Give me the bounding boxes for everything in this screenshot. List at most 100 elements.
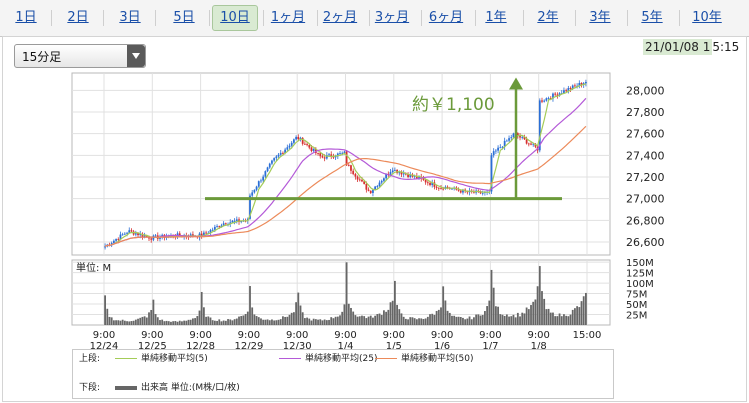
tab-14[interactable]: 10年 (692, 10, 722, 25)
volume-bar (514, 317, 517, 325)
volume-bar (229, 319, 232, 325)
volume-bar (288, 314, 291, 325)
volume-bar (560, 316, 563, 325)
candle-body (429, 182, 431, 186)
candle-body (275, 156, 278, 159)
interval-select[interactable]: 15分足 (14, 44, 146, 68)
volume-bar (477, 314, 480, 325)
volume-bar (264, 319, 267, 325)
candle-body (510, 137, 513, 139)
tab-9[interactable]: 6ヶ月 (428, 10, 464, 25)
x-tick-time: 9:00 (479, 330, 501, 341)
volume-bar (466, 318, 469, 325)
volume-bar (574, 308, 576, 325)
tab-7[interactable]: 2ヶ月 (322, 10, 358, 25)
volume-bar (558, 313, 561, 325)
volume-bar (275, 320, 278, 325)
candle-body (297, 136, 300, 140)
volume-bar (183, 320, 186, 325)
volume-bar (440, 307, 442, 325)
volume-bar (196, 316, 199, 325)
tab-1[interactable]: 1日 (15, 10, 37, 25)
x-tick-date: 1/7 (482, 341, 498, 352)
volume-bar (565, 315, 568, 325)
candle-body (380, 180, 383, 183)
tab-12[interactable]: 3年 (589, 10, 611, 25)
volume-bar (400, 313, 403, 325)
volume-bar (378, 313, 381, 325)
candle-body (332, 156, 335, 158)
candle-body (347, 165, 350, 166)
volume-bar (104, 295, 106, 325)
tab-3[interactable]: 3日 (119, 10, 141, 25)
volume-bar (126, 321, 128, 325)
volume-bar (492, 287, 495, 325)
candle-body (323, 157, 326, 159)
candle-body (400, 172, 403, 175)
x-tick-date: 12/25 (138, 341, 167, 352)
volume-bar (534, 299, 537, 325)
tab-separator (263, 10, 264, 26)
candle-body (365, 183, 368, 190)
volume-bar (473, 317, 475, 325)
volume-bar (409, 317, 412, 325)
tab-separator (627, 10, 628, 26)
candle-body (288, 145, 291, 148)
candle-body (358, 179, 361, 181)
candle-body (224, 223, 227, 225)
candle-body (273, 158, 276, 161)
volume-bar (207, 316, 210, 325)
candle-body (422, 178, 425, 180)
volume-tick-label: 125M (626, 269, 654, 280)
volume-bar (376, 314, 379, 325)
volume-bar (165, 320, 168, 325)
tab-2[interactable]: 2日 (67, 10, 89, 25)
candle-body (117, 239, 120, 240)
tab-6[interactable]: 1ヶ月 (270, 10, 306, 25)
tab-13[interactable]: 5年 (641, 10, 663, 25)
tab-4[interactable]: 5日 (173, 10, 195, 25)
legend-ma25-label: 単純移動平均(25) (305, 354, 378, 364)
volume-bar (185, 320, 188, 325)
volume-bar (470, 319, 473, 325)
candle-body (328, 154, 330, 156)
volume-bar (211, 320, 214, 325)
legend-upper-label: 上段: (79, 354, 101, 364)
candle-body (437, 187, 440, 189)
volume-bar (431, 313, 434, 325)
candle-body (211, 229, 214, 231)
volume-bar (437, 309, 440, 325)
volume-bar (119, 320, 122, 325)
volume-bar (194, 318, 197, 325)
legend-ma5: 単純移動平均(5) (115, 353, 208, 365)
legend-volume-label: 出来高 単位:(M株/口/枚) (141, 383, 240, 393)
candle-body (350, 165, 352, 171)
volume-bar (343, 304, 346, 325)
volume-bar (481, 314, 484, 325)
volume-bar (519, 316, 521, 325)
tab-10[interactable]: 1年 (485, 10, 507, 25)
candle-body (459, 190, 462, 193)
volume-bar (532, 301, 535, 325)
tab-5[interactable]: 10日 (212, 5, 258, 31)
volume-bar (448, 312, 451, 325)
volume-bar (563, 314, 565, 325)
tab-11[interactable]: 2年 (537, 10, 559, 25)
volume-bar (490, 269, 493, 325)
candle-body (543, 100, 546, 102)
volume-bar (198, 310, 201, 325)
candle-body (240, 221, 243, 223)
tab-8[interactable]: 3ヶ月 (374, 10, 410, 25)
candle-body (552, 93, 554, 99)
volume-bar (112, 320, 115, 325)
volume-bar (582, 296, 585, 325)
candle-body (402, 173, 405, 175)
volume-bar (334, 316, 337, 325)
volume-bar (137, 318, 139, 325)
candle-body (134, 233, 137, 235)
volume-bar (358, 316, 361, 325)
volume-bar (163, 321, 166, 325)
candle-body (413, 175, 416, 177)
volume-bar (321, 320, 324, 325)
rise-annotation-label: 約￥1,100 (412, 95, 495, 115)
